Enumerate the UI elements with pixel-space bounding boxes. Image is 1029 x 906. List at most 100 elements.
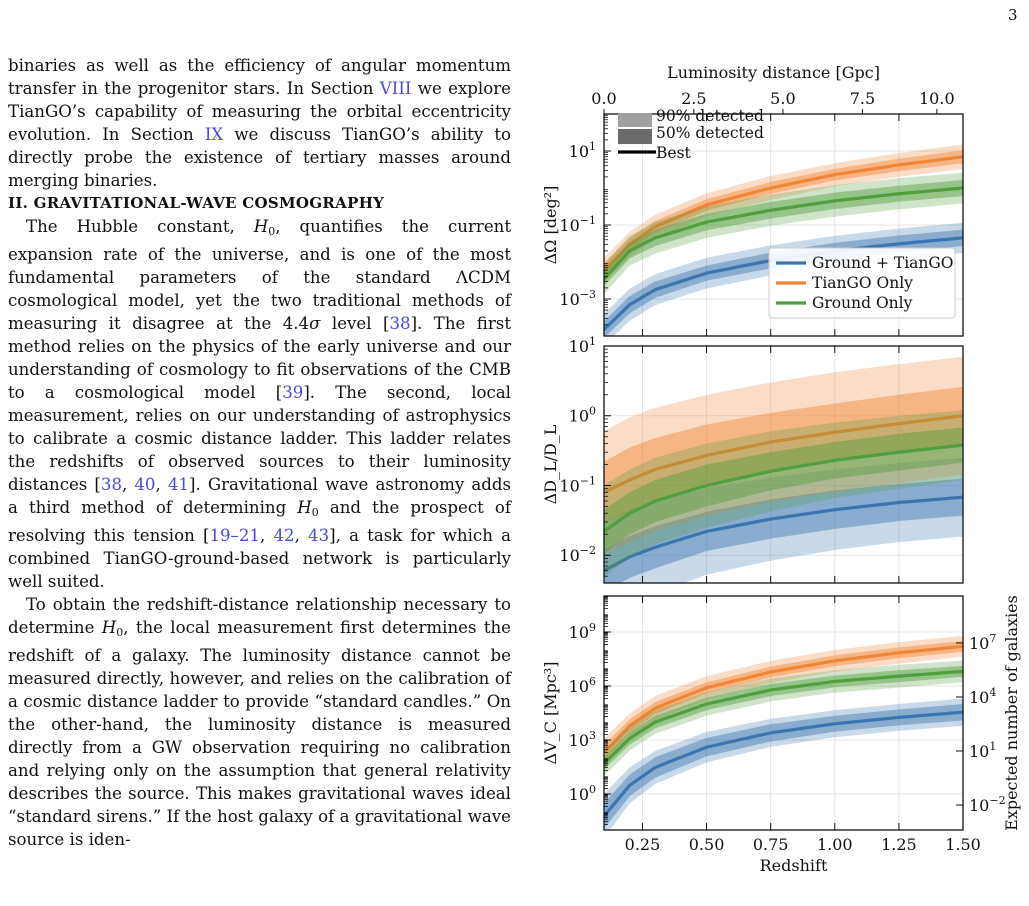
math-symbol: H bbox=[297, 498, 312, 517]
band-90-percent bbox=[604, 457, 963, 583]
series-ground-only bbox=[604, 172, 963, 294]
math-symbol: H bbox=[253, 217, 269, 236]
cross-reference-link[interactable]: VIII bbox=[379, 79, 412, 98]
subscript: 0 bbox=[311, 506, 319, 519]
tick-label-base: 10 bbox=[569, 142, 589, 161]
cross-reference-link[interactable]: 40 bbox=[134, 475, 156, 494]
tick-label-exponent: −1 bbox=[580, 474, 596, 487]
cross-reference-link[interactable]: 42 bbox=[273, 526, 295, 545]
x-tick-label: 0.50 bbox=[689, 835, 725, 854]
text-run: ]. Gravitational wave astronomy adds a t… bbox=[8, 475, 511, 517]
best-line bbox=[604, 155, 963, 272]
y-axis-label: ΔV_C [Mpc³] bbox=[541, 662, 560, 765]
best-line bbox=[604, 186, 963, 280]
band-legend-label: 50% detected bbox=[656, 124, 764, 142]
text-run: , the local measurement first determines… bbox=[8, 618, 511, 849]
text-run: ]. The second, local measurement, relies… bbox=[8, 383, 511, 494]
text-run: ]. The first method relies on the physic… bbox=[8, 314, 511, 402]
tick-label-base: 10 bbox=[559, 546, 579, 565]
series-ground-only bbox=[604, 410, 963, 578]
tick-label-base: 10 bbox=[569, 623, 589, 642]
band-legend-label: 90% detected bbox=[656, 107, 764, 125]
legend-label: Ground + TianGO bbox=[812, 254, 953, 272]
text-run: and the prospect of resolving this tensi… bbox=[8, 498, 511, 545]
tick-label-base: 10 bbox=[969, 688, 989, 707]
y-tick-label: 100 bbox=[569, 405, 596, 426]
cross-reference-link[interactable]: 38 bbox=[100, 475, 123, 494]
tick-label-exponent: 3 bbox=[589, 729, 596, 742]
cross-reference-link[interactable]: 19–21 bbox=[209, 526, 260, 545]
band-legend-label: Best bbox=[656, 144, 692, 162]
y-tick-label: 10−2 bbox=[559, 544, 596, 565]
band-legend-swatch-90 bbox=[618, 113, 652, 127]
tick-label-base: 10 bbox=[969, 634, 989, 653]
tick-label-exponent: 1 bbox=[589, 140, 596, 153]
top-tick-label: 7.5 bbox=[850, 89, 875, 108]
tick-label-exponent: −2 bbox=[580, 544, 596, 557]
x-tick-label: 1.25 bbox=[881, 835, 917, 854]
series-ground-tiango bbox=[604, 698, 963, 830]
tick-label-exponent: 9 bbox=[589, 621, 596, 634]
y-tick-label: 101 bbox=[569, 335, 596, 356]
best-line bbox=[604, 644, 963, 754]
tick-label-exponent: 1 bbox=[989, 740, 996, 753]
tick-label-exponent: 7 bbox=[989, 632, 996, 645]
tick-label-exponent: 0 bbox=[589, 405, 596, 418]
band-90-percent bbox=[604, 144, 963, 283]
y-tick-label: 100 bbox=[569, 783, 596, 804]
legend-box bbox=[768, 247, 956, 319]
cross-reference-link[interactable]: 43 bbox=[308, 526, 330, 545]
top-tick-label: 2.5 bbox=[681, 89, 706, 108]
tick-label-base: 10 bbox=[969, 796, 989, 815]
band-90-percent bbox=[604, 172, 963, 294]
tick-label-base: 10 bbox=[559, 216, 579, 235]
band-90-percent bbox=[604, 356, 963, 554]
y-tick-label: 106 bbox=[569, 675, 596, 696]
tick-label-base: 10 bbox=[569, 731, 589, 750]
top-tick-label: 10.0 bbox=[919, 89, 955, 108]
series-tiango-only bbox=[604, 144, 963, 283]
text-run: level [ bbox=[320, 314, 390, 333]
y-tick-label: 10−1 bbox=[559, 214, 596, 235]
series-tiango-only bbox=[604, 636, 963, 767]
series-layer bbox=[604, 636, 963, 830]
best-line bbox=[604, 495, 963, 573]
math-symbol: H bbox=[101, 618, 117, 637]
y-axis-label: ΔD_L/D_L bbox=[541, 424, 560, 504]
tick-label-base: 10 bbox=[569, 677, 589, 696]
tick-label-base: 10 bbox=[569, 407, 589, 426]
text-run: , bbox=[294, 526, 309, 545]
series-ground-tiango bbox=[604, 457, 963, 583]
tick-label-exponent: 6 bbox=[589, 675, 596, 688]
top-tick-label: 0.0 bbox=[591, 89, 616, 108]
tick-label-exponent: −1 bbox=[580, 214, 596, 227]
tick-label-base: 10 bbox=[569, 337, 589, 356]
x-tick-label: 1.50 bbox=[945, 835, 981, 854]
y-tick-label: 10−1 bbox=[559, 474, 596, 495]
cross-reference-link[interactable]: 41 bbox=[167, 475, 189, 494]
x-tick-label: 0.75 bbox=[753, 835, 789, 854]
subscript: 0 bbox=[268, 225, 276, 238]
best-line bbox=[604, 414, 963, 494]
text-run: we discuss TianGO’s ability to directly … bbox=[8, 125, 511, 190]
text-run: , quantifies the current expansion rate … bbox=[8, 217, 511, 333]
band-50-percent bbox=[604, 665, 963, 770]
subscript: 0 bbox=[116, 626, 124, 639]
y-tick-label: 103 bbox=[569, 729, 596, 750]
text-run: The Hubble constant, bbox=[26, 217, 254, 236]
cross-reference-link[interactable]: 39 bbox=[282, 383, 304, 402]
best-line bbox=[604, 669, 963, 765]
text-run: , bbox=[155, 475, 168, 494]
x-tick-label: 1.00 bbox=[817, 835, 853, 854]
best-line bbox=[604, 710, 963, 818]
tick-label-base: 10 bbox=[969, 742, 989, 761]
tick-label-exponent: 4 bbox=[989, 686, 996, 699]
text-column: binaries as well as the efficiency of an… bbox=[8, 54, 511, 851]
cross-reference-link[interactable]: IX bbox=[204, 125, 224, 144]
cross-reference-link[interactable]: 38 bbox=[389, 314, 411, 333]
paragraph-redshift: To obtain the redshift-distance relation… bbox=[8, 593, 511, 851]
top-tick-label: 5.0 bbox=[770, 89, 795, 108]
